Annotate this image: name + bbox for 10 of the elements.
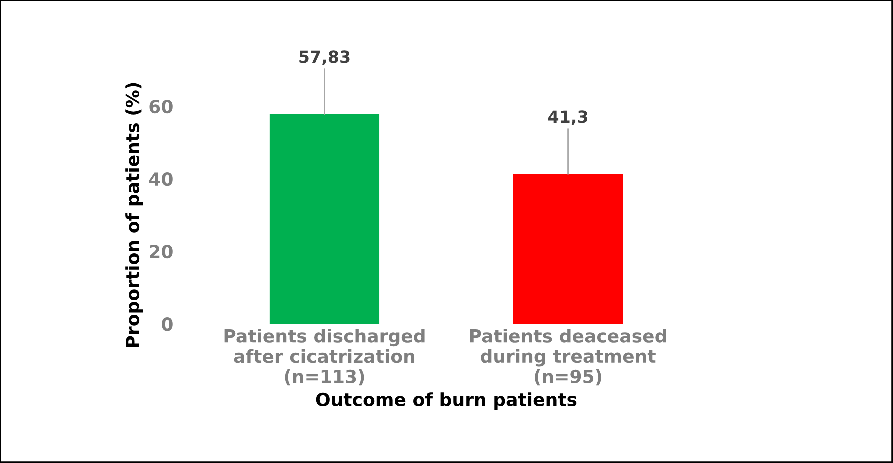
data-label: 41,3 (548, 110, 588, 126)
x-tick-label: Patients deaceased during treatment (n=95) (470, 328, 666, 386)
y-tick-label: 0 (162, 318, 173, 332)
y-tick-label: 40 (149, 172, 173, 186)
y-tick-label: 20 (150, 245, 173, 259)
data-label: 57,83 (300, 50, 350, 66)
x-tick-label: Patients discharged after cicatrization (n=113) (224, 328, 425, 386)
y-tick-label: 60 (150, 100, 173, 114)
x-axis-title: Outcome of burn patients (316, 392, 577, 410)
y-axis-title: Proportion of patients (%) (126, 83, 144, 348)
